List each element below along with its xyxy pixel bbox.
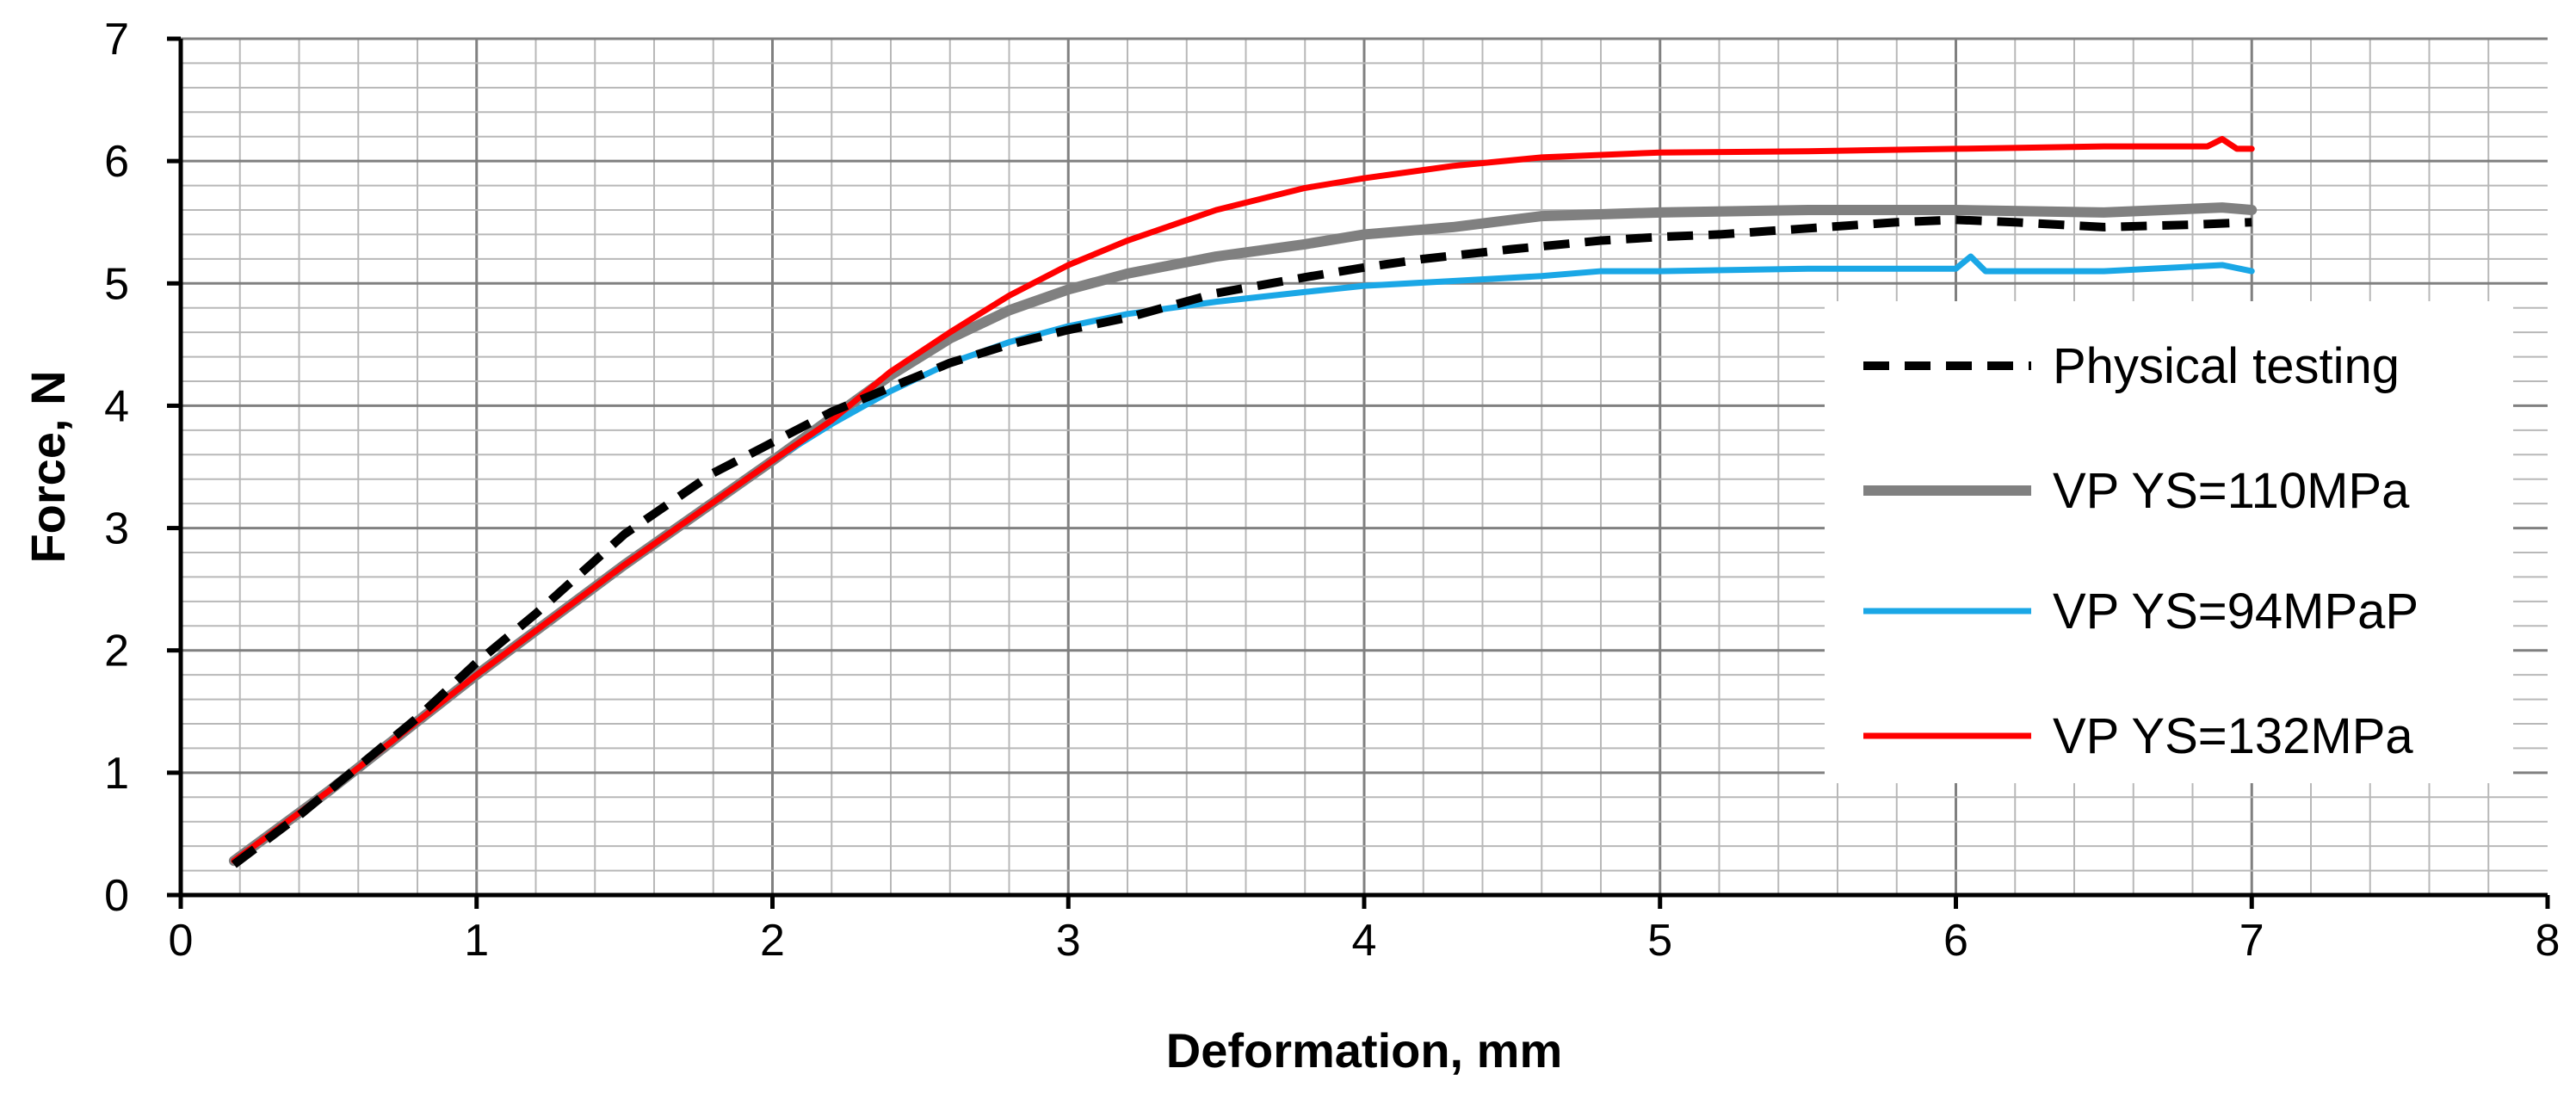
legend-label-4: VP YS=132MPa [2053, 708, 2413, 764]
x-tick-label: 6 [1943, 916, 1968, 966]
chart-series [228, 136, 2258, 868]
legend-label-1: Physical testing [2053, 338, 2400, 394]
x-tick-label: 4 [1352, 916, 1377, 966]
x-tick-label: 5 [1647, 916, 1672, 966]
y-tick-label: 1 [104, 749, 129, 799]
x-axis-title: Deformation, mm [1166, 1023, 1563, 1078]
y-tick-label: 2 [104, 627, 129, 676]
y-tick-label: 3 [104, 504, 129, 554]
chart-legend: Physical testing VP YS=110MPa VP YS=94MPaP… [1825, 301, 2513, 783]
y-tick-label: 7 [104, 15, 129, 65]
x-tick-label: 3 [1056, 916, 1081, 966]
tick-labels: 0 1 2 3 4 5 6 7 8 0 1 2 3 4 5 6 7 [104, 15, 2560, 966]
x-tick-label: 8 [2536, 916, 2561, 966]
x-tick-label: 2 [760, 916, 785, 966]
chart-axes [167, 36, 2550, 909]
legend-label-3: VP YS=94MPaP [2053, 584, 2418, 639]
x-tick-label: 1 [464, 916, 489, 966]
legend-label-2: VP YS=110MPa [2053, 463, 2410, 519]
y-axis-title: Force, N [21, 370, 75, 563]
y-tick-label: 4 [104, 381, 129, 431]
y-tick-label: 6 [104, 137, 129, 187]
y-tick-label: 0 [104, 871, 129, 921]
x-tick-label: 0 [169, 916, 194, 966]
y-tick-label: 5 [104, 259, 129, 309]
x-tick-label: 7 [2239, 916, 2264, 966]
legend-box [1825, 301, 2513, 783]
series-line-4 [231, 136, 2255, 864]
series-line-1 [231, 215, 2252, 868]
